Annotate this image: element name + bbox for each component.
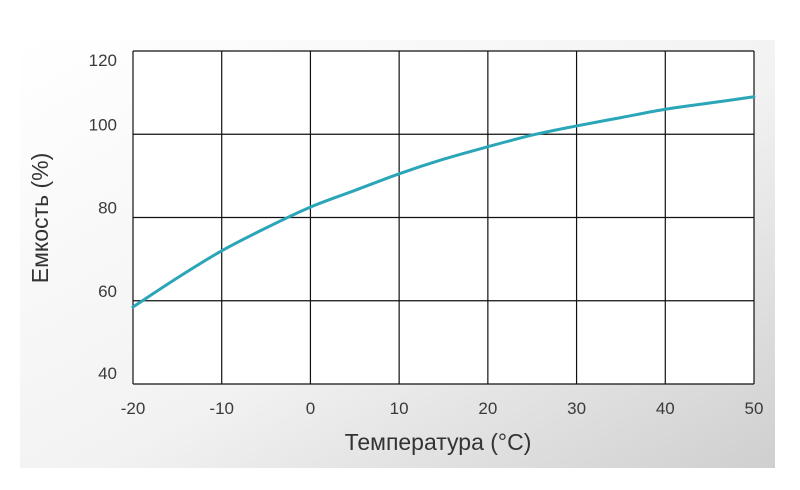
x-tick-label-1: -10 <box>209 399 234 418</box>
y-tick-label-4: 120 <box>89 51 117 70</box>
y-axis-title: Емкость (%) <box>27 153 53 283</box>
y-tick-label-3: 100 <box>89 115 117 134</box>
x-tick-label-2: 0 <box>306 399 315 418</box>
x-tick-label-4: 20 <box>478 399 497 418</box>
y-tick-label-2: 80 <box>98 199 117 218</box>
x-tick-label-7: 50 <box>745 399 764 418</box>
series-layer <box>131 95 756 309</box>
x-tick-label-6: 40 <box>656 399 675 418</box>
series-line-0 <box>131 95 756 309</box>
y-tick-label-0: 40 <box>98 364 117 383</box>
x-tick-label-5: 30 <box>567 399 586 418</box>
x-axis-title: Температура (°C) <box>345 429 532 455</box>
x-tick-label-3: 10 <box>390 399 409 418</box>
x-tick-labels: -20 -10 0 10 20 30 40 50 <box>121 399 764 418</box>
grid <box>132 50 755 385</box>
x-tick-label-0: -20 <box>121 399 146 418</box>
y-tick-label-1: 60 <box>98 282 117 301</box>
y-tick-labels: 40 60 80 100 120 <box>89 51 117 383</box>
